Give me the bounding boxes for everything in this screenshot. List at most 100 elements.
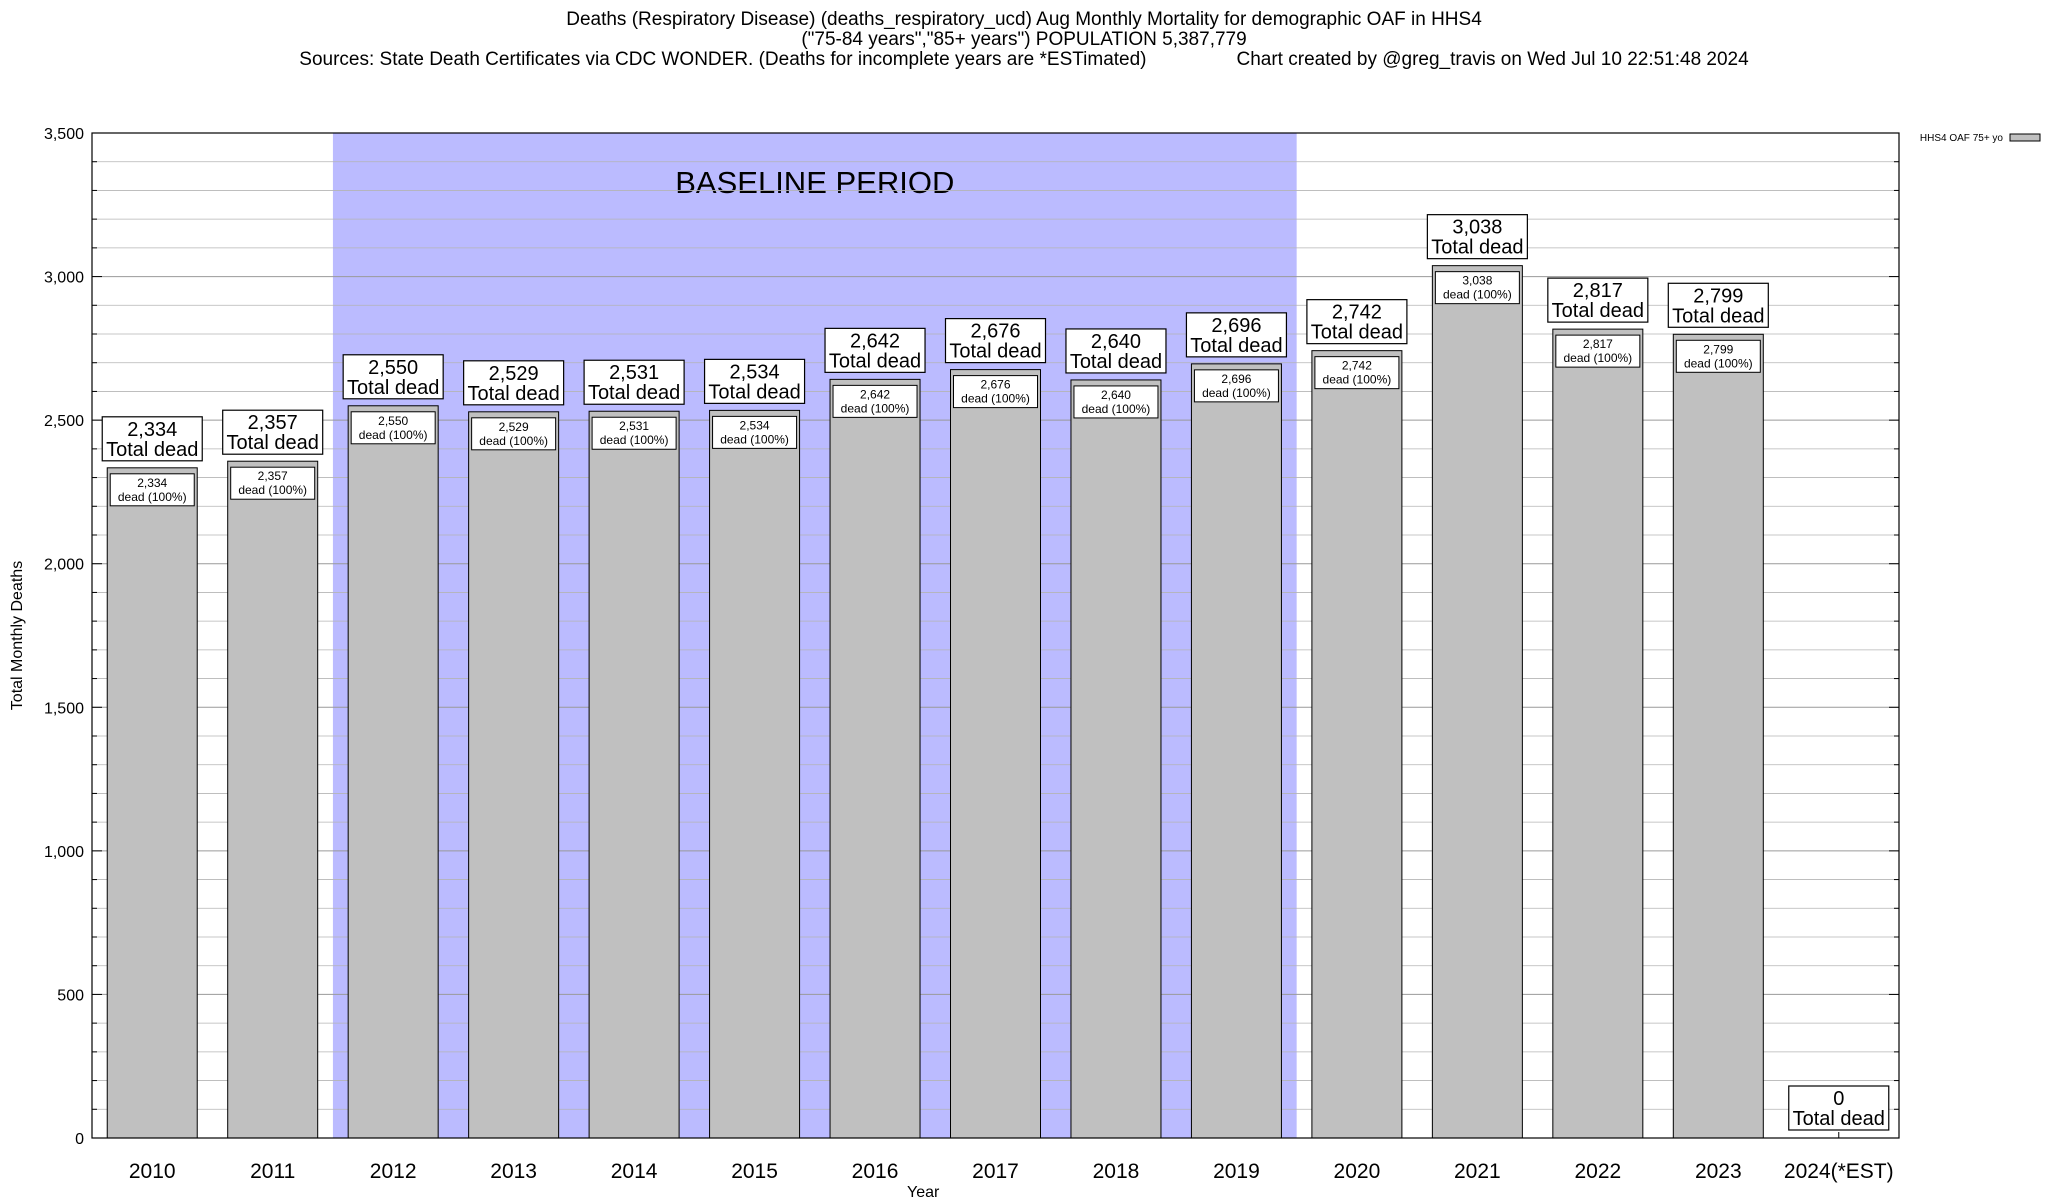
bar [106, 467, 198, 1139]
inner-label-suffix: dead (100%) [1082, 402, 1151, 416]
total-label-suffix: Total dead [1311, 322, 1403, 344]
inner-label-suffix: dead (100%) [238, 483, 307, 497]
inner-label-value: 2,799 [1703, 342, 1733, 356]
total-label-suffix: Total dead [1070, 351, 1162, 373]
y-tick-label: 3,000 [44, 270, 84, 287]
inner-label-box [1314, 356, 1400, 390]
total-label-suffix: Total dead [1672, 305, 1764, 327]
chart-title: Deaths (Respiratory Disease) (deaths_res… [0, 10, 2048, 70]
total-label-value: 0 [1833, 1088, 1844, 1110]
total-label-box [342, 354, 444, 400]
x-tick-label: 2010 [129, 1160, 176, 1183]
total-label-box [1426, 214, 1528, 260]
x-tick-label: 2015 [731, 1160, 778, 1183]
inner-label-value: 2,357 [258, 469, 288, 483]
total-label-value: 2,550 [368, 357, 418, 379]
inner-label-box [1073, 385, 1159, 419]
inner-label-value: 2,550 [378, 414, 408, 428]
inner-label-box [1675, 339, 1761, 373]
total-label-box [583, 359, 685, 405]
total-label-box [222, 409, 324, 455]
total-label-value: 2,334 [127, 419, 177, 441]
inner-label-box [1555, 334, 1641, 368]
total-label-box [1547, 277, 1649, 323]
total-label-value: 2,742 [1332, 302, 1382, 324]
inner-label-box [109, 473, 195, 507]
y-tick-label: 1,500 [44, 700, 84, 717]
inner-label-box [471, 417, 557, 451]
total-label-box [1065, 328, 1167, 374]
plot-frame [91, 132, 1900, 1139]
inner-label-box [712, 415, 798, 449]
x-tick-label: 2011 [250, 1160, 295, 1183]
x-tick-label: 2013 [490, 1160, 537, 1183]
inner-label-suffix: dead (100%) [961, 392, 1030, 406]
total-label-box [1667, 282, 1769, 328]
x-tick-label: 2020 [1334, 1160, 1381, 1183]
total-label-suffix: Total dead [106, 439, 198, 461]
inner-label-value: 2,640 [1101, 388, 1131, 402]
bar [588, 410, 680, 1139]
total-label-suffix: Total dead [227, 432, 319, 454]
x-tick-label: 2019 [1213, 1160, 1260, 1183]
total-label-suffix: Total dead [708, 381, 800, 403]
total-label-value: 2,642 [850, 330, 900, 352]
inner-label-box [591, 416, 677, 450]
inner-label-value: 2,334 [137, 476, 167, 490]
inner-label-box [1434, 271, 1520, 305]
bar [1431, 265, 1523, 1139]
legend-label: HHS4 OAF 75+ yo [1920, 133, 2004, 144]
inner-label-value: 3,038 [1462, 274, 1492, 288]
total-label-value: 2,531 [609, 362, 659, 384]
baseline-period-label: BASELINE PERIOD [675, 165, 954, 200]
x-tick-label: 2023 [1695, 1160, 1742, 1183]
x-tick-label: 2017 [972, 1160, 1019, 1183]
bar [1190, 363, 1282, 1139]
x-tick-label: 2022 [1574, 1160, 1621, 1183]
bar [709, 409, 801, 1139]
inner-label-suffix: dead (100%) [600, 433, 669, 447]
title-line-2: ("75-84 years","85+ years") POPULATION 5… [801, 29, 1247, 50]
bar [829, 378, 921, 1139]
inner-label-value: 2,642 [860, 387, 890, 401]
inner-label-value: 2,529 [499, 420, 529, 434]
source-note: Sources: State Death Certificates via CD… [299, 49, 1147, 70]
total-label-box [824, 327, 926, 373]
bar [227, 460, 319, 1139]
x-tick-label: 2018 [1093, 1160, 1140, 1183]
inner-label-box [832, 384, 918, 418]
x-tick-label: 2014 [611, 1160, 658, 1183]
inner-label-box [1193, 369, 1279, 403]
total-label-box [1306, 299, 1408, 345]
bar [347, 405, 439, 1139]
total-label-suffix: Total dead [829, 350, 921, 372]
total-label-value: 2,640 [1091, 331, 1141, 353]
inner-label-suffix: dead (100%) [479, 434, 548, 448]
bar [468, 411, 560, 1139]
total-label-value: 2,799 [1693, 285, 1743, 307]
bar [950, 369, 1041, 1139]
inner-label-suffix: dead (100%) [118, 490, 187, 504]
total-label-value: 3,038 [1452, 217, 1502, 239]
total-label-value: 2,676 [970, 321, 1020, 343]
total-label-value: 2,696 [1211, 315, 1261, 337]
legend-swatch [2009, 133, 2041, 142]
title-line-3: Sources: State Death Certificates via CD… [0, 50, 2048, 70]
title-line-1: Deaths (Respiratory Disease) (deaths_res… [566, 9, 1482, 30]
inner-label-box [350, 411, 436, 445]
inner-label-value: 2,534 [740, 418, 770, 432]
inner-label-suffix: dead (100%) [359, 428, 428, 442]
total-label-suffix: Total dead [347, 377, 439, 399]
total-label-value: 2,357 [248, 412, 298, 434]
total-label-suffix: Total dead [467, 383, 559, 405]
inner-label-value: 2,742 [1342, 359, 1372, 373]
total-label-suffix: Total dead [588, 382, 680, 404]
inner-label-box [230, 466, 316, 500]
inner-label-value: 2,531 [619, 419, 649, 433]
total-label-box [1185, 312, 1288, 358]
total-label-box [703, 358, 806, 404]
inner-label-suffix: dead (100%) [1202, 386, 1271, 400]
x-tick-label: 2021 [1454, 1160, 1501, 1183]
x-tick-label: 2016 [852, 1160, 899, 1183]
